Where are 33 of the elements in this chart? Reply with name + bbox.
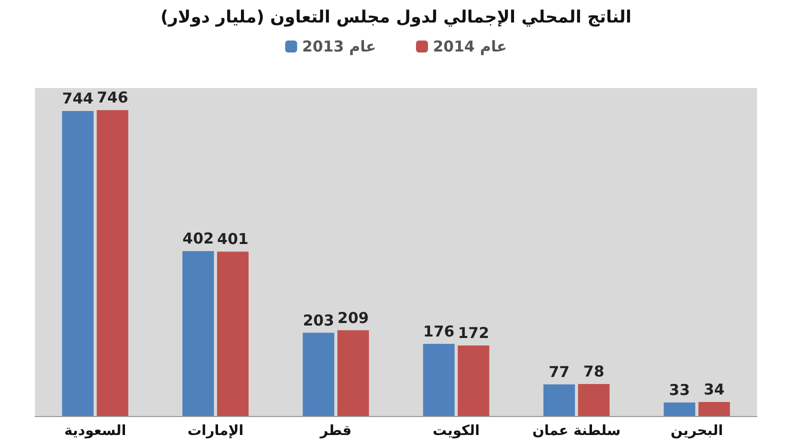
x-tick-label: الإمارات — [187, 423, 244, 439]
bar — [698, 402, 730, 416]
legend-label: عام 2013 — [302, 38, 376, 56]
x-tick-label: البحرين — [670, 423, 724, 439]
bar — [96, 110, 128, 416]
x-tick-label: قطر — [319, 423, 352, 439]
chart-title: الناتج المحلي الإجمالي لدول مجلس التعاون (مليار دولار) — [160, 8, 632, 28]
bar — [664, 402, 696, 416]
data-label: 402 — [182, 230, 214, 248]
data-label: 33 — [669, 380, 690, 399]
bar — [182, 251, 214, 416]
x-tick-label: السعودية — [64, 423, 126, 439]
data-label: 78 — [583, 362, 604, 381]
data-label: 203 — [302, 311, 334, 330]
x-tick-label: الكويت — [432, 423, 480, 439]
data-label: 744 — [62, 89, 94, 108]
bar — [302, 332, 334, 416]
data-label: 746 — [96, 88, 128, 107]
bar — [458, 345, 490, 416]
bar — [62, 110, 94, 416]
data-label: 209 — [338, 308, 369, 327]
data-label: 401 — [217, 230, 248, 248]
data-label: 176 — [423, 322, 454, 340]
x-tick-label: سلطنة عمان — [532, 423, 621, 439]
bar — [337, 330, 369, 416]
data-label: 172 — [458, 324, 490, 342]
data-label: 77 — [548, 362, 570, 381]
data-label: 34 — [704, 380, 725, 399]
bar — [543, 384, 575, 416]
legend-label: عام 2014 — [433, 38, 507, 56]
bar — [578, 384, 610, 416]
bar — [217, 252, 249, 416]
bar — [423, 344, 455, 416]
